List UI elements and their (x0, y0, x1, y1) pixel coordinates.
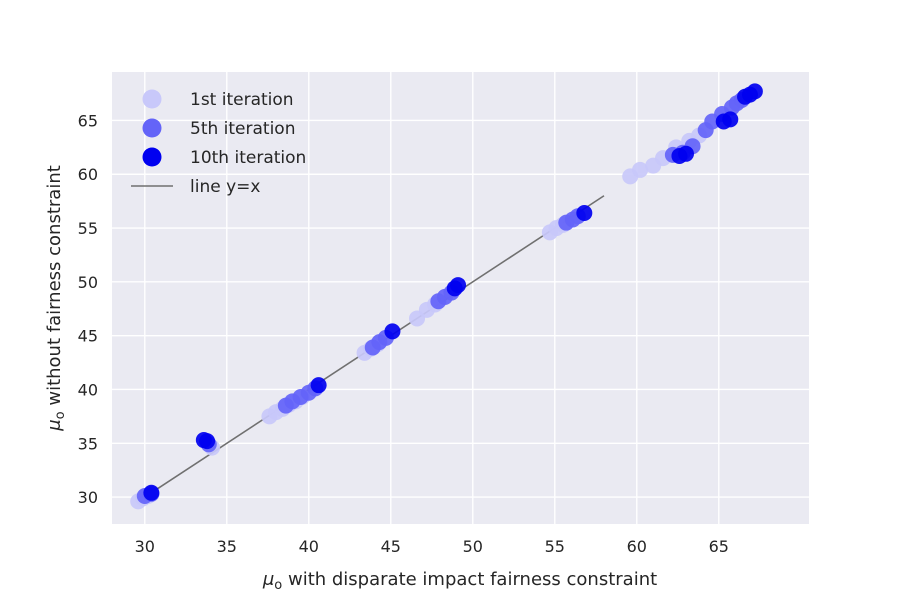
grid (112, 72, 809, 524)
x-tick-label: 65 (709, 537, 729, 556)
legend-label-line-y-x: line y=x (190, 177, 260, 197)
x-axis-label-prefix: μ (262, 569, 274, 590)
x-tick-label: 30 (135, 537, 155, 556)
y-tick-label: 50 (78, 273, 98, 292)
legend-marker-5th-iteration (142, 118, 162, 138)
legend-marker-10th-iteration (142, 147, 162, 167)
points (130, 83, 763, 510)
legend-label-1st-iteration: 1st iteration (190, 90, 294, 110)
legend-label-10th-iteration: 10th iteration (190, 148, 306, 168)
y-tick-label: 65 (78, 111, 98, 130)
y-axis-label-prefix: μ (44, 419, 65, 431)
y-axis-label-subscript: o (53, 411, 68, 419)
x-tick-label: 35 (217, 537, 237, 556)
data-point-series-3 (310, 377, 327, 394)
y-axis-label: μo without fairness constraint (44, 165, 68, 432)
legend-marker-1st-iteration (142, 89, 162, 109)
x-axis-label-subscript: o (274, 578, 282, 593)
y-tick-labels: 30 35 40 45 50 55 60 65 (78, 111, 98, 507)
x-axis-label: μo with disparate impact fairness constr… (262, 569, 657, 593)
x-tick-label: 40 (299, 537, 319, 556)
y-tick-label: 60 (78, 165, 98, 184)
data-point-series-3 (450, 277, 467, 294)
y-tick-label: 45 (78, 327, 98, 346)
data-point-series-3 (678, 145, 694, 162)
x-tick-label: 50 (463, 537, 483, 556)
legend: 1st iteration 5th iteration 10th iterati… (131, 89, 306, 197)
y-tick-label: 35 (78, 434, 98, 453)
x-tick-label: 55 (545, 537, 565, 556)
data-point-series-3 (199, 433, 216, 450)
x-tick-label: 45 (381, 537, 401, 556)
y-tick-label: 40 (78, 380, 98, 399)
data-point-series-3 (384, 323, 401, 340)
y-axis-label-text: without fairness constraint (44, 165, 65, 411)
data-point-series-3 (746, 83, 763, 100)
y-tick-label: 30 (78, 488, 98, 507)
data-point-series-3 (722, 111, 739, 128)
x-tick-label: 60 (627, 537, 647, 556)
legend-label-5th-iteration: 5th iteration (190, 119, 295, 139)
y-tick-label: 55 (78, 219, 98, 238)
data-point-series-3 (576, 204, 593, 221)
x-axis-label-text: with disparate impact fairness constrain… (282, 569, 657, 590)
data-point-series-3 (143, 484, 160, 501)
data-point-series-1 (632, 161, 649, 178)
x-tick-labels: 30 35 40 45 50 55 60 65 (135, 537, 729, 556)
